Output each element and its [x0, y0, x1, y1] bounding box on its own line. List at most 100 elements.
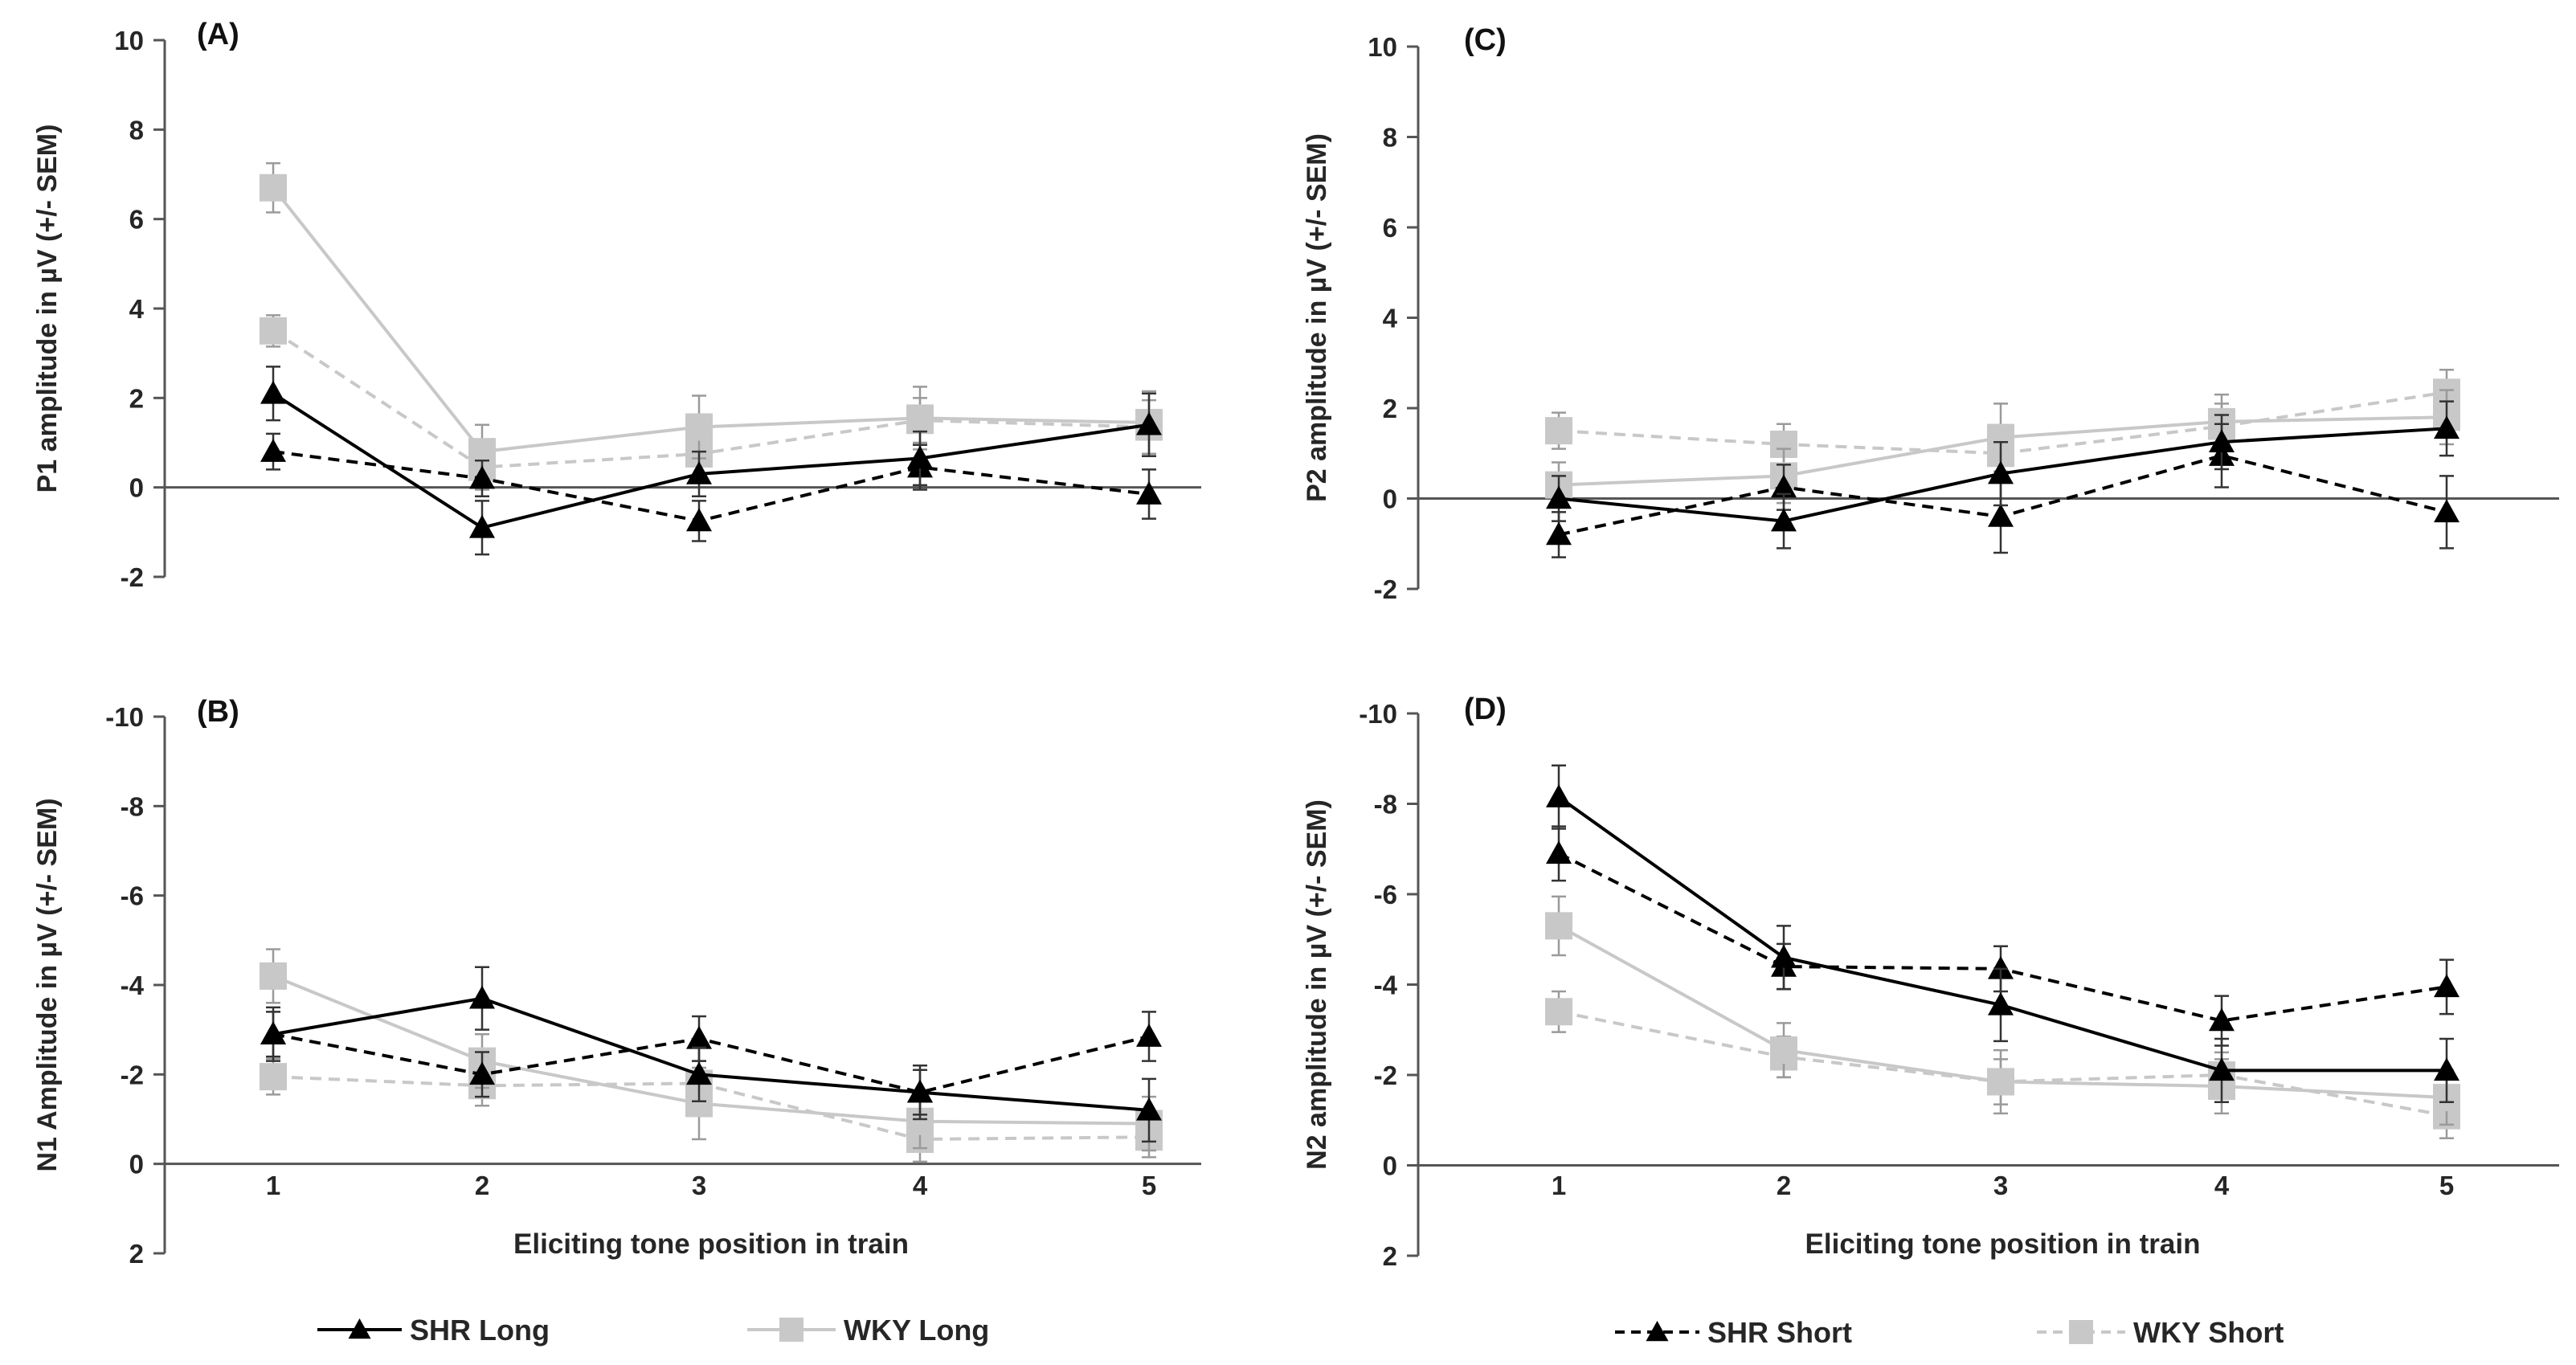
data-point [906, 404, 934, 432]
data-point [1988, 504, 2014, 527]
y-tick-label: 2 [129, 383, 144, 413]
data-point [1545, 912, 1572, 940]
x-tick-label: 2 [475, 1171, 489, 1200]
x-tick-label: 3 [692, 1171, 706, 1200]
y-tick-label: -2 [1374, 574, 1397, 604]
y-tick-label: -8 [1374, 790, 1397, 819]
y-tick-label: 2 [1383, 394, 1397, 423]
data-point [1988, 955, 2014, 979]
data-point [2434, 974, 2459, 998]
data-point [2434, 499, 2459, 523]
data-point [260, 1063, 287, 1091]
data-point [2209, 1057, 2235, 1081]
y-tick-label: 0 [1383, 1151, 1397, 1181]
series-line [1558, 390, 2447, 456]
legend-marker [2069, 1320, 2093, 1344]
series-line [1557, 795, 2447, 1073]
series-line [1558, 1010, 2447, 1118]
data-point [686, 508, 712, 532]
data-point [469, 465, 495, 489]
y-tick-label: 4 [1383, 304, 1398, 333]
y-tick-label: -10 [105, 702, 144, 732]
data-point [1546, 784, 1572, 807]
series-shr-long [260, 366, 1162, 556]
legend-item-shr-short: SHR Short [1615, 1316, 1852, 1349]
legend-label: SHR Short [1707, 1316, 1852, 1349]
chart-panel-1: -2 0 2 4 6 8 10 P1 amplitude in µV (+/- SEM) (A) [32, 18, 1201, 592]
legend-item-wky-short: WKY Short [2037, 1316, 2284, 1349]
y-tick-label: 10 [1368, 32, 1397, 62]
x-axis-title: Eliciting tone position in train [1805, 1228, 2201, 1260]
data-point [469, 514, 495, 538]
series-line [272, 186, 1150, 454]
series-wky-long [1545, 895, 2460, 1126]
data-point [1771, 508, 1797, 532]
data-point [1546, 840, 1572, 864]
data-point [1545, 417, 1572, 445]
x-tick-label: 1 [1552, 1171, 1566, 1200]
legend-label: WKY Short [2133, 1316, 2284, 1349]
data-point [1545, 998, 1572, 1026]
chart-panel-2: 2 0 -2 -4 -6 -8 -10 1 2 3 4 5 Eliciting tone positio… [32, 695, 1201, 1269]
series-shr-long [1546, 400, 2459, 550]
data-point [260, 317, 287, 345]
data-point [260, 380, 286, 404]
y-tick-label: -6 [1374, 880, 1397, 909]
y-tick-label: 6 [1383, 213, 1397, 243]
legend-marker [779, 1318, 803, 1342]
y-tick-label: 8 [1383, 123, 1397, 153]
data-point [1771, 474, 1797, 498]
legend-label: SHR Long [410, 1314, 550, 1347]
y-axis-title: P1 amplitude in µV (+/- SEM) [32, 125, 63, 493]
data-point [1546, 485, 1572, 509]
data-point [2434, 1057, 2459, 1081]
legend-item-wky-long: WKY Long [747, 1314, 989, 1347]
legend-marker [1646, 1321, 1669, 1342]
x-tick-label: 4 [2214, 1171, 2230, 1200]
data-point [260, 174, 287, 202]
data-point [260, 962, 287, 990]
panel-label: (B) [197, 695, 239, 729]
y-tick-label: -2 [121, 1060, 144, 1089]
y-tick-label: -6 [121, 881, 144, 911]
y-tick-label: -8 [121, 791, 144, 821]
data-point [1771, 944, 1797, 968]
y-tick-label: 10 [114, 26, 144, 55]
x-tick-label: 3 [1993, 1171, 2008, 1200]
data-point [2209, 1007, 2235, 1032]
series-wky-long [1545, 389, 2460, 509]
y-tick-label: -2 [1374, 1061, 1397, 1090]
y-tick-label: 6 [129, 205, 144, 235]
series-shr-long [260, 966, 1162, 1143]
y-axis-title: N2 amplitude in µV (+/- SEM) [1302, 799, 1332, 1170]
y-tick-label: 0 [129, 1150, 144, 1179]
series-shr-long [1546, 764, 2459, 1103]
x-tick-label: 1 [266, 1171, 280, 1200]
data-point [1546, 521, 1572, 546]
data-point [2434, 415, 2459, 439]
data-point [1988, 991, 2014, 1016]
data-point [907, 1079, 933, 1103]
series-wky-long [260, 948, 1163, 1152]
data-point [1136, 411, 1162, 435]
legend-item-shr-long: SHR Long [317, 1314, 550, 1347]
data-point [1987, 1068, 2014, 1096]
x-tick-label: 5 [1142, 1171, 1156, 1200]
x-axis-title: Eliciting tone position in train [513, 1228, 909, 1260]
y-axis-title: N1 Amplitude in µV (+/- SEM) [32, 798, 63, 1171]
y-axis-title: P2 amplitude in µV (+/- SEM) [1302, 133, 1332, 502]
chart-panel-3: -2 0 2 4 6 8 10 P2 amplitude in µV (+/- SEM) (C) [1302, 23, 2559, 604]
series-shr-short [260, 432, 1162, 542]
y-tick-label: 2 [1383, 1241, 1397, 1271]
series-line [1558, 852, 2447, 1023]
panel-label: (C) [1464, 23, 1507, 57]
legend-marker [348, 1318, 371, 1339]
data-point [686, 460, 712, 484]
data-point [686, 1025, 712, 1049]
data-point [1136, 1097, 1162, 1121]
y-tick-label: -2 [121, 562, 144, 592]
data-point [1136, 1024, 1162, 1047]
legend: SHR Long WKY Long SHR Short WKY Short [317, 1314, 2284, 1349]
series-wky-long [260, 161, 1163, 480]
